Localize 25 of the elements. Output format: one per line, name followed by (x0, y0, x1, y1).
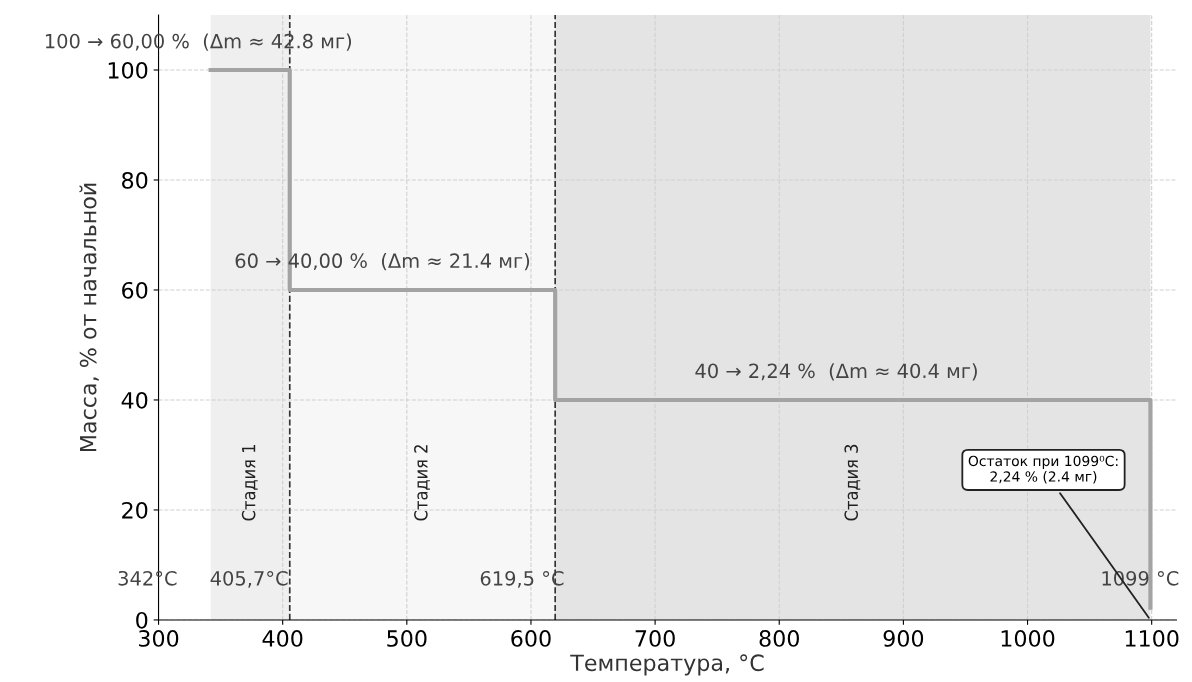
band-label: Стадия 2 (414, 445, 430, 521)
x-axis-title: Температура, °C (570, 654, 764, 676)
y-tick-label: 0 (136, 611, 148, 629)
y-axis-title: Масса, % от начальной (79, 183, 99, 452)
x-tick-label: 1100 (1125, 630, 1179, 647)
annotation: 405,7°C (210, 570, 288, 588)
x-tick-label: 1000 (1001, 630, 1055, 647)
annotation: 40 → 2,24 % (Δm ≈ 40.4 мг) (695, 363, 977, 381)
x-tick-label: 600 (511, 630, 551, 647)
y-tick-label: 40 (121, 391, 148, 409)
band-label: Стадия 1 (241, 445, 258, 521)
annotation: 619,5 °C (480, 570, 564, 588)
annotation: Остаток при 1099⁰C: 2,24 % (2.4 мг) (968, 455, 1118, 484)
x-tick-label: 800 (759, 630, 799, 647)
y-tick-label: 100 (108, 61, 148, 79)
x-tick-label: 300 (139, 630, 179, 647)
x-tick-label: 700 (635, 630, 675, 647)
y-tick-label: 20 (122, 501, 148, 519)
y-tick-label: 80 (122, 171, 148, 189)
band-label: Стадия 3 (844, 444, 861, 521)
x-tick-label: 900 (883, 630, 924, 647)
x-tick-label: 400 (262, 630, 303, 647)
annotation: 60 → 40,00 % (Δm ≈ 21.4 мг) (235, 253, 530, 271)
y-tick-label: 60 (122, 281, 148, 299)
x-tick-label: 500 (387, 630, 427, 647)
